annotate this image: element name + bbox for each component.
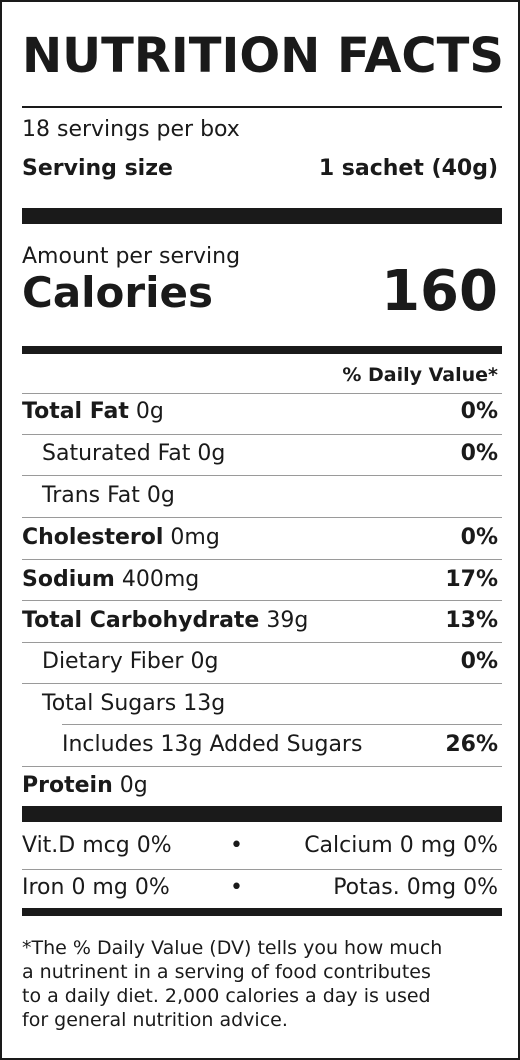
nutrient-dv: 17% [445,567,498,592]
label-title: NUTRITION FACTS [22,28,504,84]
nutrient-name: Total Carbohydrate [22,608,260,633]
amount-per-serving: Amount per serving [22,244,241,269]
nutrient-dv: 0% [460,399,498,424]
serving-size-value: 1 sachet (40g) [318,156,498,181]
calories-divider [22,346,502,354]
row-divider [22,517,502,518]
nutrient-dv: 0% [460,525,498,550]
footnote-line: *The % Daily Value (DV) tells you how mu… [22,937,443,959]
nutrient-row-total-sugars: Total Sugars 13g [42,693,225,715]
bullet-separator: • [230,833,243,858]
iron-value: Iron 0 mg 0% [22,875,170,900]
nutrient-amount: 13g [183,691,226,716]
footnote-line: a nutrinent in a serving of food contrib… [22,961,431,983]
daily-value-footnote: *The % Daily Value (DV) tells you how mu… [22,936,502,1032]
nutrient-amount: 0g [119,773,148,798]
nutrient-row-saturated-fat: Saturated Fat 0g [42,443,225,465]
nutrient-row-total-carbohydrate: Total Carbohydrate 39g [22,610,308,632]
nutrient-dv: 26% [445,732,498,757]
row-divider [22,869,502,870]
footnote-line: to a daily diet. 2,000 calories a day is… [22,985,431,1007]
row-divider [22,766,502,767]
nutrient-row-protein: Protein 0g [22,775,148,797]
nutrient-amount: 0mg [170,525,220,550]
nutrient-row-added-sugars: Includes 13g Added Sugars [62,734,362,756]
nutrient-name: Trans Fat [42,483,140,508]
nutrient-name: Total Sugars [42,691,177,716]
nutrient-row-total-fat: Total Fat 0g [22,401,164,423]
nutrient-row-sodium: Sodium 400mg [22,569,199,591]
daily-value-header: % Daily Value* [342,364,498,386]
nutrient-dv: 0% [460,441,498,466]
nutrient-amount: 0g [197,441,226,466]
calcium-value: Calcium 0 mg 0% [304,833,498,858]
row-divider [62,724,502,725]
nutrient-dv: 13% [445,608,498,633]
title-divider [22,106,502,108]
serving-divider [22,208,502,224]
potassium-value: Potas. 0mg 0% [333,875,498,900]
row-divider [22,393,502,394]
nutrient-row-trans-fat: Trans Fat 0g [42,485,175,507]
serving-size-label: Serving size [22,156,173,181]
vitamin-d-value: Vit.D mcg 0% [22,833,172,858]
calories-label: Calories [22,268,214,317]
servings-per-container: 18 servings per box [22,117,240,142]
row-divider [22,475,502,476]
row-divider [22,434,502,435]
nutrient-amount: 0g [135,399,164,424]
nutrient-name: Dietary Fiber [42,649,184,674]
nutrient-name: Sodium [22,567,115,592]
nutrient-name: Total Fat [22,399,129,424]
nutrient-amount: 400mg [121,567,200,592]
calories-value: 160 [381,259,498,324]
bullet-separator: • [230,875,243,900]
footnote-divider [22,908,502,916]
nutrient-row-dietary-fiber: Dietary Fiber 0g [42,651,218,673]
nutrient-amount: 0g [146,483,175,508]
nutrient-name: Protein [22,773,113,798]
row-divider [22,642,502,643]
nutrient-name: Includes 13g Added Sugars [62,732,363,757]
nutrient-dv: 0% [460,649,498,674]
protein-divider [22,806,502,822]
footnote-line: for general nutrition advice. [22,1009,288,1031]
nutrient-row-cholesterol: Cholesterol 0mg [22,527,220,549]
nutrient-name: Cholesterol [22,525,164,550]
nutrient-amount: 39g [266,608,309,633]
row-divider [22,683,502,684]
row-divider [22,559,502,560]
nutrient-name: Saturated Fat [42,441,191,466]
row-divider [22,600,502,601]
nutrient-amount: 0g [190,649,219,674]
